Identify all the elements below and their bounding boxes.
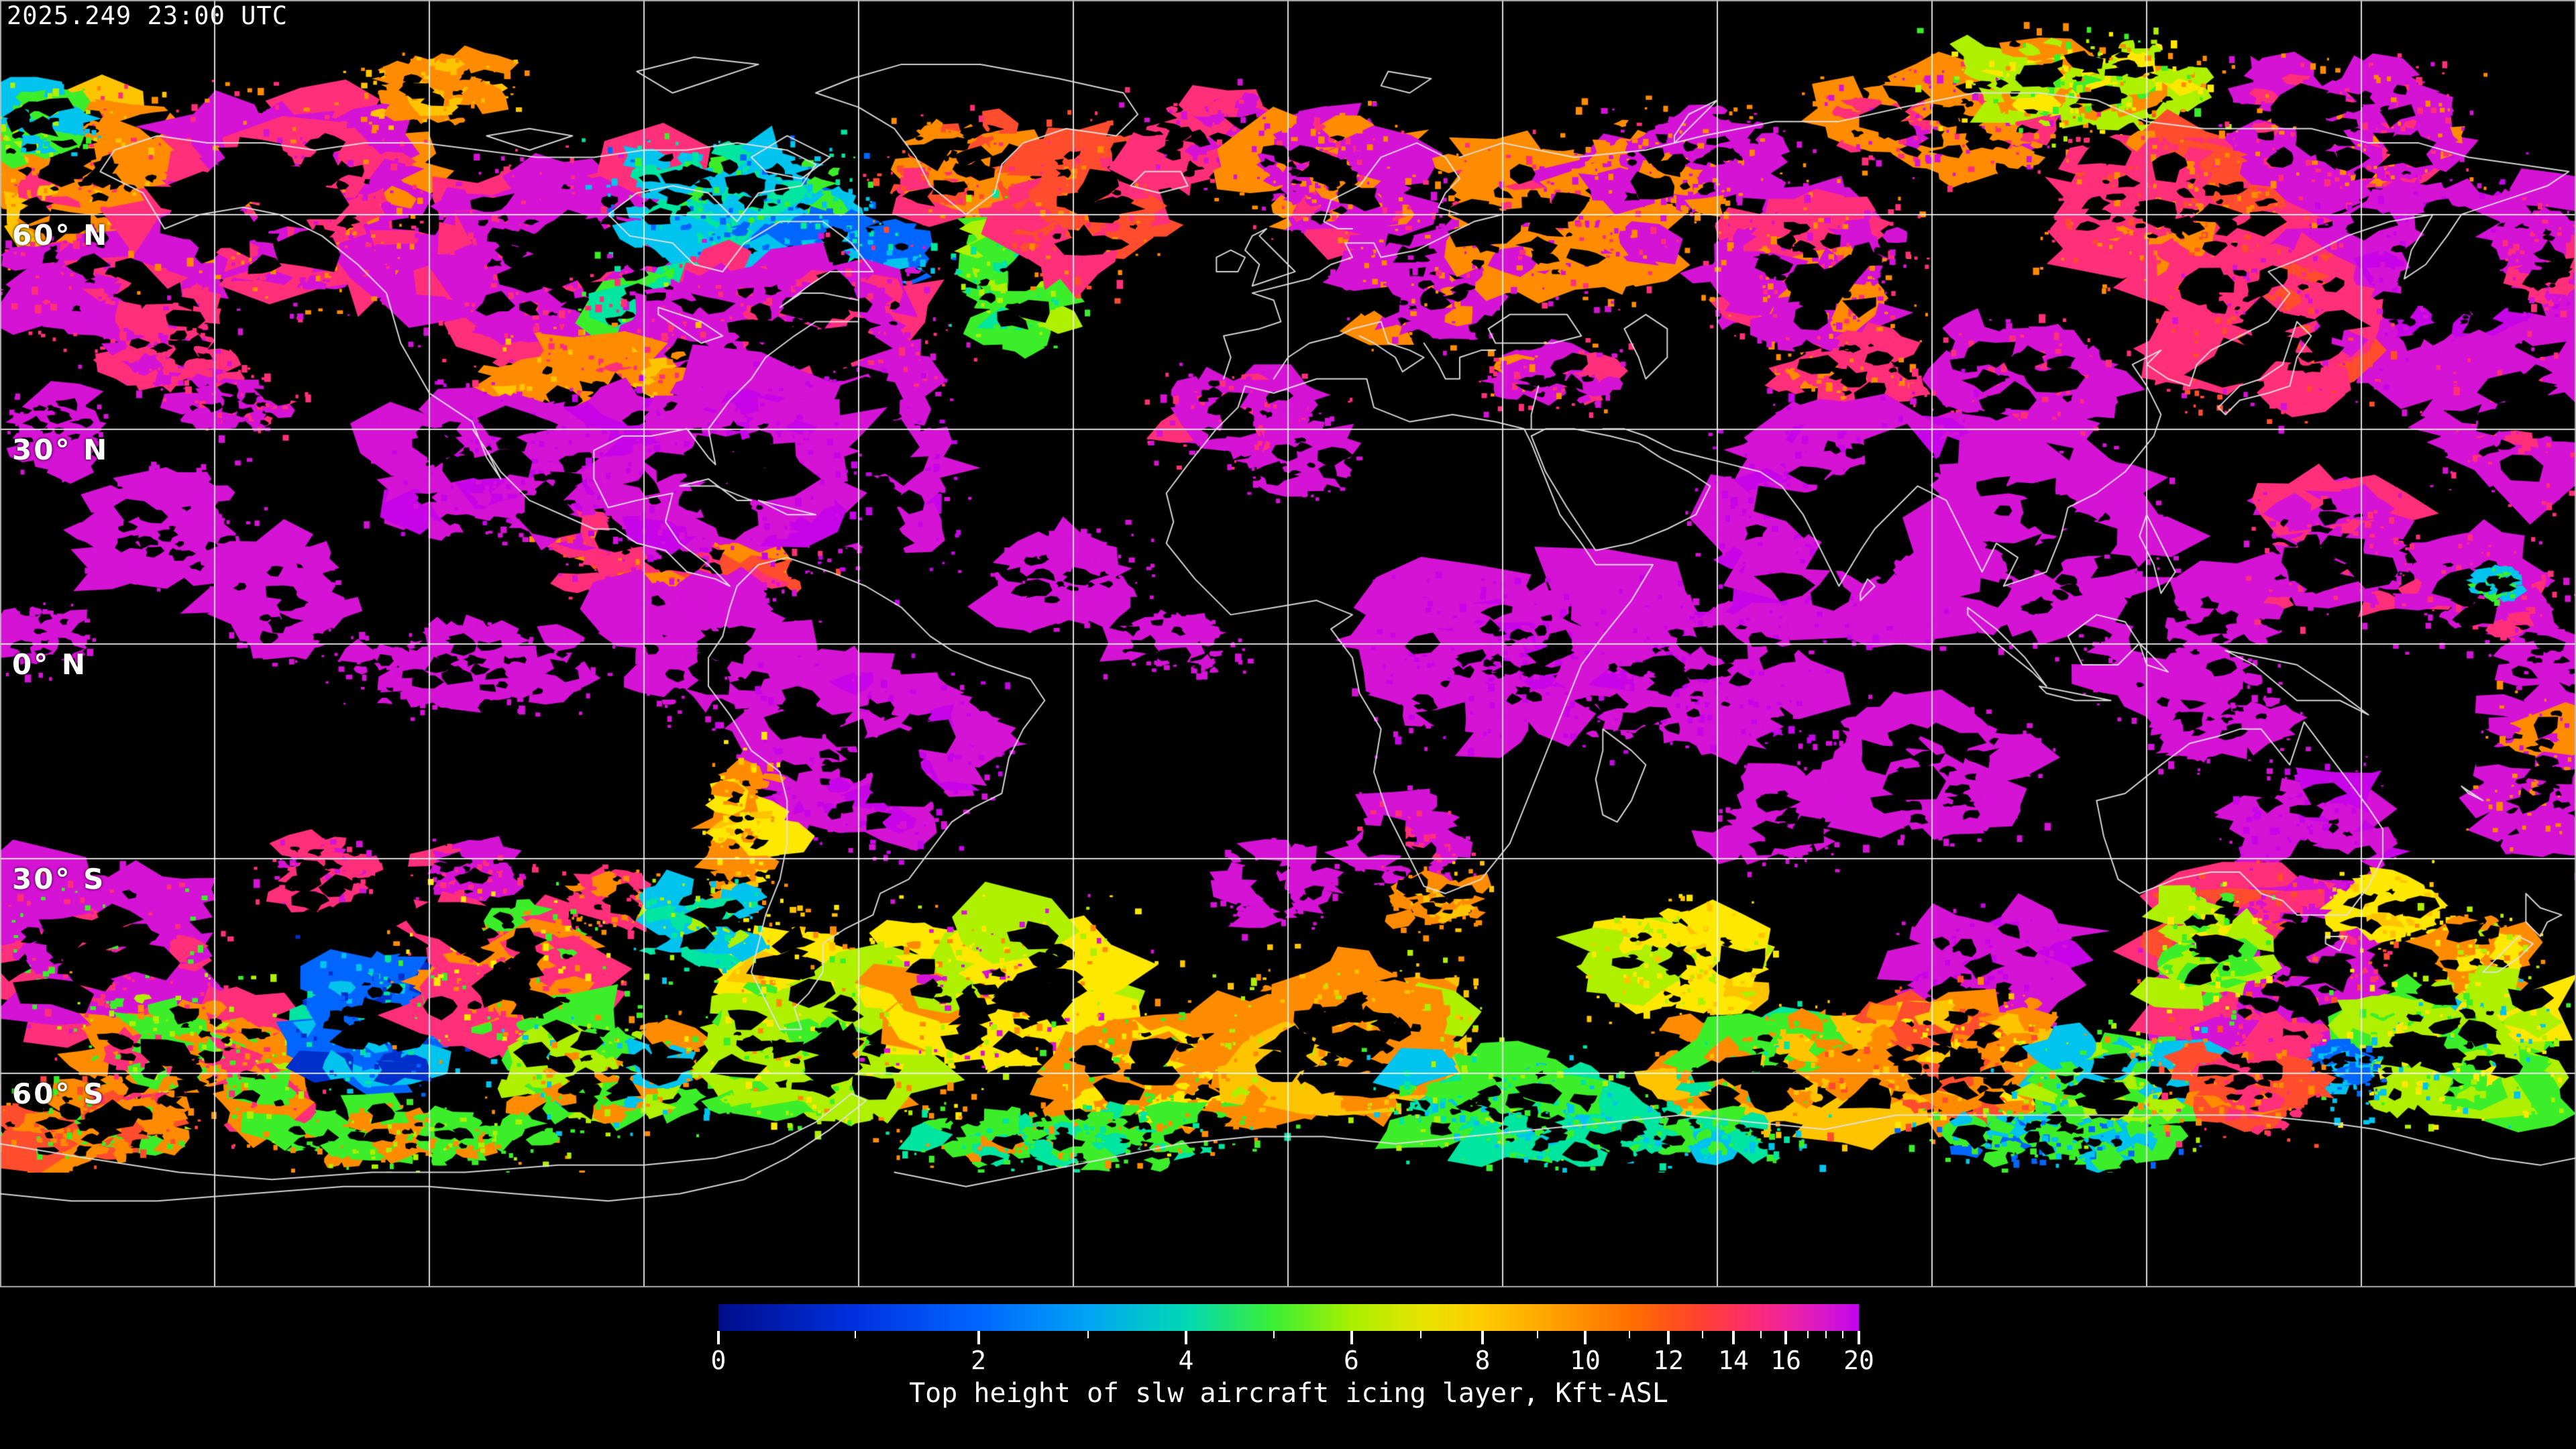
colorbar-gradient	[718, 1304, 1859, 1331]
colorbar-tick	[855, 1331, 856, 1338]
colorbar-tick	[1087, 1331, 1089, 1338]
colorbar-tick	[1481, 1331, 1484, 1344]
colorbar-tick-label: 4	[1178, 1346, 1194, 1375]
colorbar-tick	[1667, 1331, 1670, 1344]
colorbar-tick	[1350, 1331, 1353, 1344]
colorbar-tick-label: 14	[1718, 1346, 1749, 1375]
colorbar-tick-label: 12	[1653, 1346, 1684, 1375]
colorbar-tick-label: 10	[1570, 1346, 1601, 1375]
colorbar-tick	[1702, 1331, 1704, 1338]
colorbar-tick	[1858, 1331, 1860, 1344]
colorbar-tick-label: 6	[1344, 1346, 1359, 1375]
lat-label: 0° N	[12, 648, 87, 681]
colorbar-tick	[1185, 1331, 1187, 1344]
lat-label: 30° S	[12, 863, 106, 896]
colorbar-tick-label: 8	[1474, 1346, 1491, 1375]
lat-label: 60° N	[12, 219, 109, 252]
colorbar-tick-label: 20	[1843, 1346, 1874, 1375]
colorbar-tick	[1784, 1331, 1788, 1344]
colorbar-tick	[1825, 1331, 1827, 1338]
colorbar-tick	[717, 1331, 720, 1344]
world-icing-map-canvas	[0, 0, 2576, 1288]
colorbar-tick	[1629, 1331, 1631, 1338]
colorbar-tick	[1584, 1331, 1587, 1344]
colorbar-title: Top height of slw aircraft icing layer, …	[909, 1378, 1668, 1409]
colorbar-tick	[1732, 1331, 1735, 1344]
colorbar-tick	[1807, 1331, 1809, 1338]
colorbar-tick	[1842, 1331, 1844, 1338]
colorbar-tick	[1273, 1331, 1275, 1338]
lat-label: 60° S	[12, 1077, 106, 1110]
colorbar-tick-label: 0	[710, 1346, 727, 1375]
colorbar-tick	[1420, 1331, 1422, 1338]
lat-label: 30° N	[12, 433, 109, 466]
colorbar	[718, 1304, 1859, 1331]
colorbar-tick	[977, 1331, 980, 1344]
colorbar-tick-label: 16	[1770, 1346, 1802, 1375]
colorbar-tick	[1760, 1331, 1762, 1338]
timestamp: 2025.249 23:00 UTC	[7, 1, 288, 30]
colorbar-tick-label: 2	[971, 1346, 987, 1375]
colorbar-tick	[1536, 1331, 1538, 1338]
